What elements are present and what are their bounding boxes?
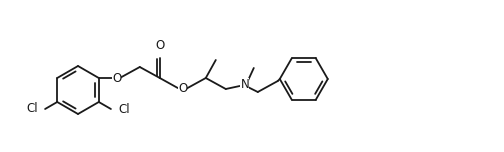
Text: Cl: Cl (118, 102, 130, 116)
Text: O: O (155, 39, 164, 52)
Text: O: O (178, 83, 187, 95)
Text: N: N (240, 78, 249, 90)
Text: O: O (112, 71, 121, 85)
Text: Cl: Cl (27, 102, 38, 116)
